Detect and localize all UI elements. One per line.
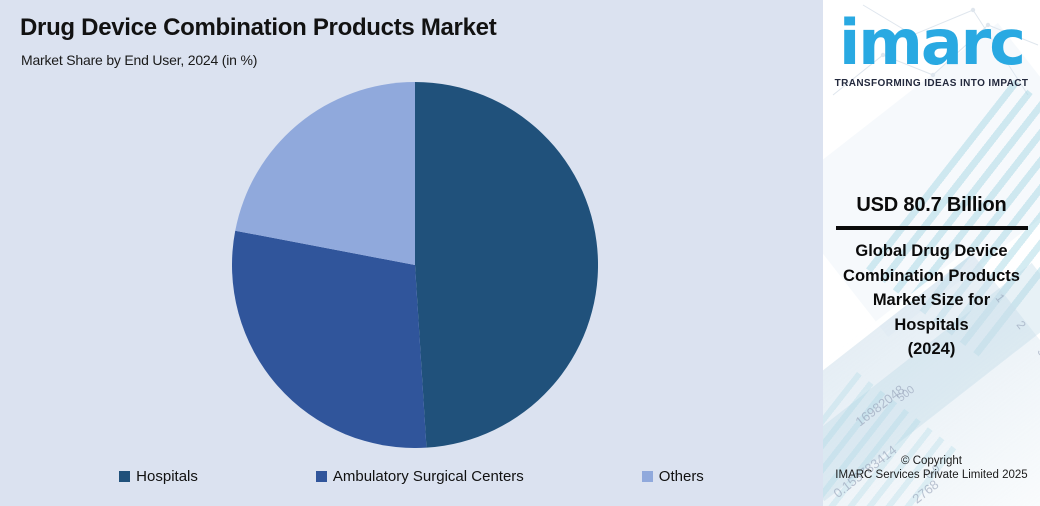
pie-chart xyxy=(231,82,599,449)
legend-swatch-hospitals xyxy=(119,471,131,482)
imarc-logo-tagline: TRANSFORMING IDEAS INTO IMPACT xyxy=(834,78,1029,89)
page-title: Drug Device Combination Products Market xyxy=(20,14,497,41)
brand-panel: 16982048 0.153783414 2768 1 2 3 4 500 0.… xyxy=(823,0,1040,506)
imarc-logo: imarc TRANSFORMING IDEAS INTO IMPACT xyxy=(823,6,1040,89)
legend-swatch-others xyxy=(641,471,653,482)
copyright: © Copyright IMARC Services Private Limit… xyxy=(823,455,1040,481)
description-line: Market Size for xyxy=(872,291,991,309)
pie-slice-hospitals xyxy=(415,82,599,448)
legend-label-others: Others xyxy=(658,468,704,485)
legend-item-hospitals: Hospitals xyxy=(119,468,198,485)
copyright-line: IMARC Services Private Limited 2025 xyxy=(835,469,1028,481)
description-line: Hospitals xyxy=(894,315,969,334)
description-line: Global Drug Device xyxy=(855,242,1008,260)
description-line: (2024) xyxy=(907,340,956,358)
legend-label-hospitals: Hospitals xyxy=(136,468,198,485)
copyright-line: © Copyright xyxy=(901,455,962,467)
legend-label-ambulatory-surgical-centers: Ambulatory Surgical Centers xyxy=(332,468,524,485)
pie-slice-others xyxy=(235,82,415,265)
page-subtitle: Market Share by End User, 2024 (in %) xyxy=(21,52,258,68)
pie-slice-ambulatory-surgical-centers xyxy=(231,230,427,449)
imarc-logo-text: imarc xyxy=(838,6,1026,79)
legend-swatch-ambulatory-surgical-centers xyxy=(315,471,327,482)
market-stat: USD 80.7 Billion Global Drug Device Comb… xyxy=(823,194,1040,362)
divider-line xyxy=(835,226,1028,230)
description-line: Combination Products xyxy=(843,266,1020,285)
legend-item-ambulatory-surgical-centers: Ambulatory Surgical Centers xyxy=(315,468,524,485)
market-size-value: USD 80.7 Billion xyxy=(856,194,1007,216)
chart-area: Drug Device Combination Products Market … xyxy=(0,14,823,485)
market-size-description: Global Drug Device Combination Products … xyxy=(823,239,1040,362)
pie-chart-svg xyxy=(231,82,599,449)
legend-item-others: Others xyxy=(641,468,704,485)
chart-legend: Hospitals Ambulatory Surgical Centers Ot… xyxy=(0,468,823,485)
